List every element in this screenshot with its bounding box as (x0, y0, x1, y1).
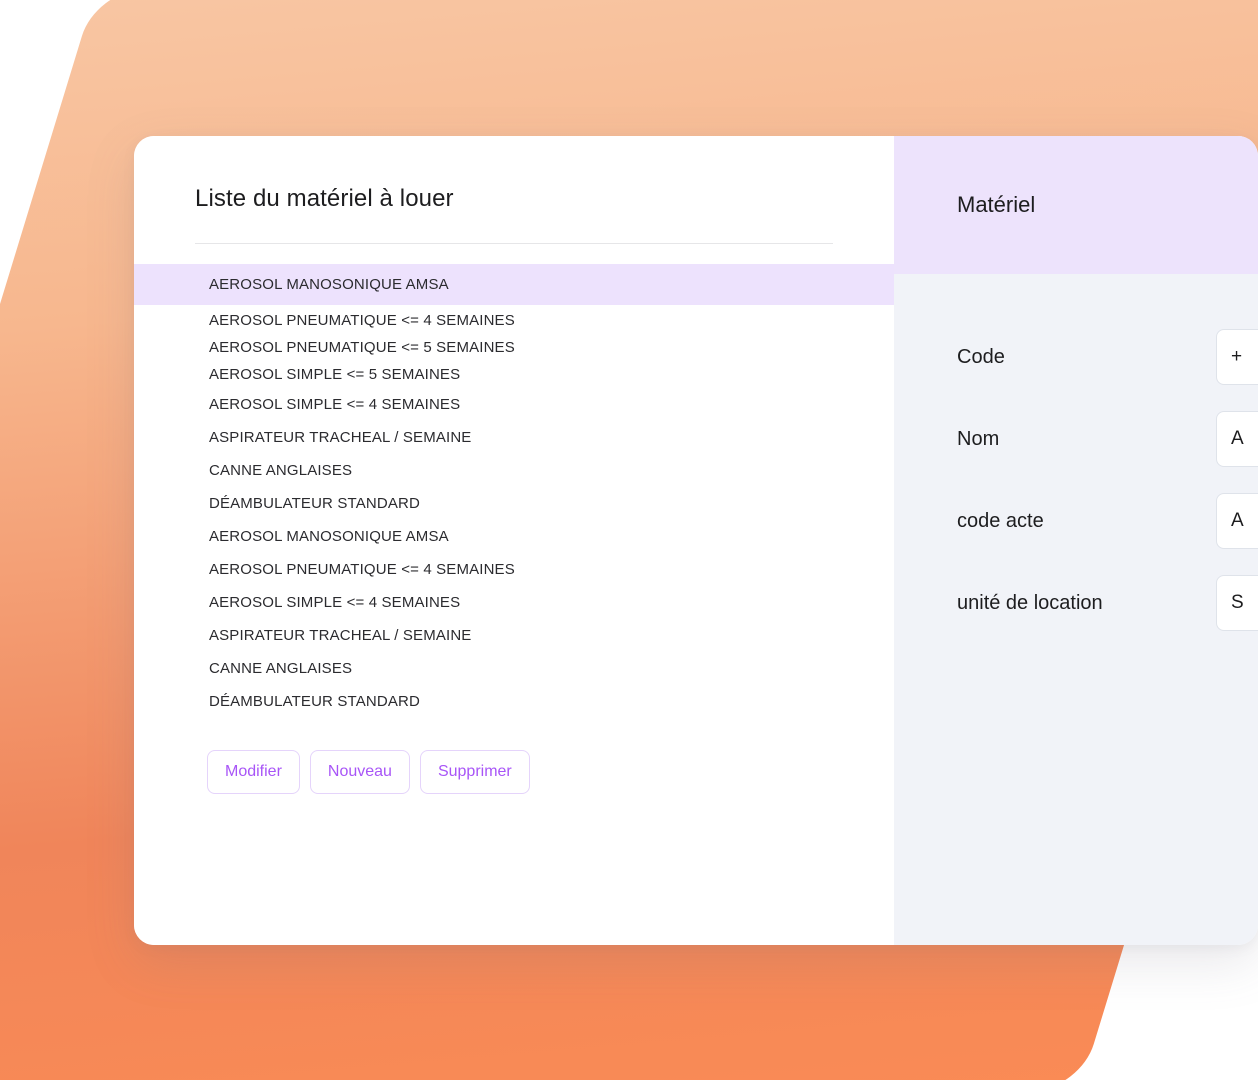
delete-button[interactable]: Supprimer (419, 750, 530, 794)
list-action-buttons: Modifier Nouveau Supprimer (134, 718, 894, 794)
list-item[interactable]: ASPIRATEUR TRACHEAL / SEMAINE (209, 627, 472, 644)
edit-button[interactable]: Modifier (207, 750, 300, 794)
list-item[interactable]: DÉAMBULATEUR STANDARD (209, 495, 420, 512)
field-label: unité de location (957, 591, 1103, 614)
detail-field-row: Nom (894, 398, 1258, 480)
list-item[interactable]: ASPIRATEUR TRACHEAL / SEMAINE (209, 429, 472, 446)
field-input[interactable] (1216, 493, 1258, 549)
app-card: Liste du matériel à louer AEROSOL MANOSO… (134, 136, 1258, 945)
list-item[interactable]: AEROSOL SIMPLE <= 4 SEMAINES (209, 396, 461, 413)
field-input[interactable] (1216, 411, 1258, 467)
list-item[interactable]: AEROSOL MANOSONIQUE AMSA (209, 528, 449, 545)
equipment-list-pane: Liste du matériel à louer AEROSOL MANOSO… (134, 136, 894, 945)
field-input[interactable] (1216, 575, 1258, 631)
page-title: Liste du matériel à louer (195, 185, 454, 212)
new-button[interactable]: Nouveau (309, 750, 410, 794)
field-label: code acte (957, 509, 1044, 532)
list-item[interactable]: AEROSOL SIMPLE <= 5 SEMAINES (209, 366, 461, 383)
field-label: Code (957, 345, 1005, 368)
list-item[interactable]: DÉAMBULATEUR STANDARD (209, 693, 420, 710)
list-item[interactable]: CANNE ANGLAISES (209, 462, 353, 479)
list-item[interactable]: AEROSOL SIMPLE <= 4 SEMAINES (209, 594, 461, 611)
field-input[interactable] (1216, 329, 1258, 385)
list-item[interactable]: AEROSOL MANOSONIQUE AMSA (134, 264, 894, 305)
material-detail-pane: Matériel Code Nom code acte unité de locati… (894, 136, 1258, 945)
detail-header-title: Matériel (957, 192, 1036, 217)
list-item[interactable]: AEROSOL PNEUMATIQUE <= 4 SEMAINES (209, 312, 515, 329)
detail-field-row: unité de location (894, 562, 1258, 644)
field-label: Nom (957, 427, 1000, 450)
detail-header: Matériel (894, 136, 1258, 274)
list-item[interactable]: AEROSOL PNEUMATIQUE <= 4 SEMAINES (209, 561, 515, 578)
list-item[interactable]: AEROSOL PNEUMATIQUE <= 5 SEMAINES (209, 339, 515, 356)
detail-field-row: Code (894, 316, 1258, 398)
detail-field-list: Code Nom code acte unité de location (894, 274, 1258, 644)
title-divider (195, 243, 833, 244)
list-item[interactable]: CANNE ANGLAISES (209, 660, 353, 677)
equipment-list[interactable]: AEROSOL MANOSONIQUE AMSA AEROSOL PNEUMATI… (134, 244, 894, 718)
detail-field-row: code acte (894, 480, 1258, 562)
